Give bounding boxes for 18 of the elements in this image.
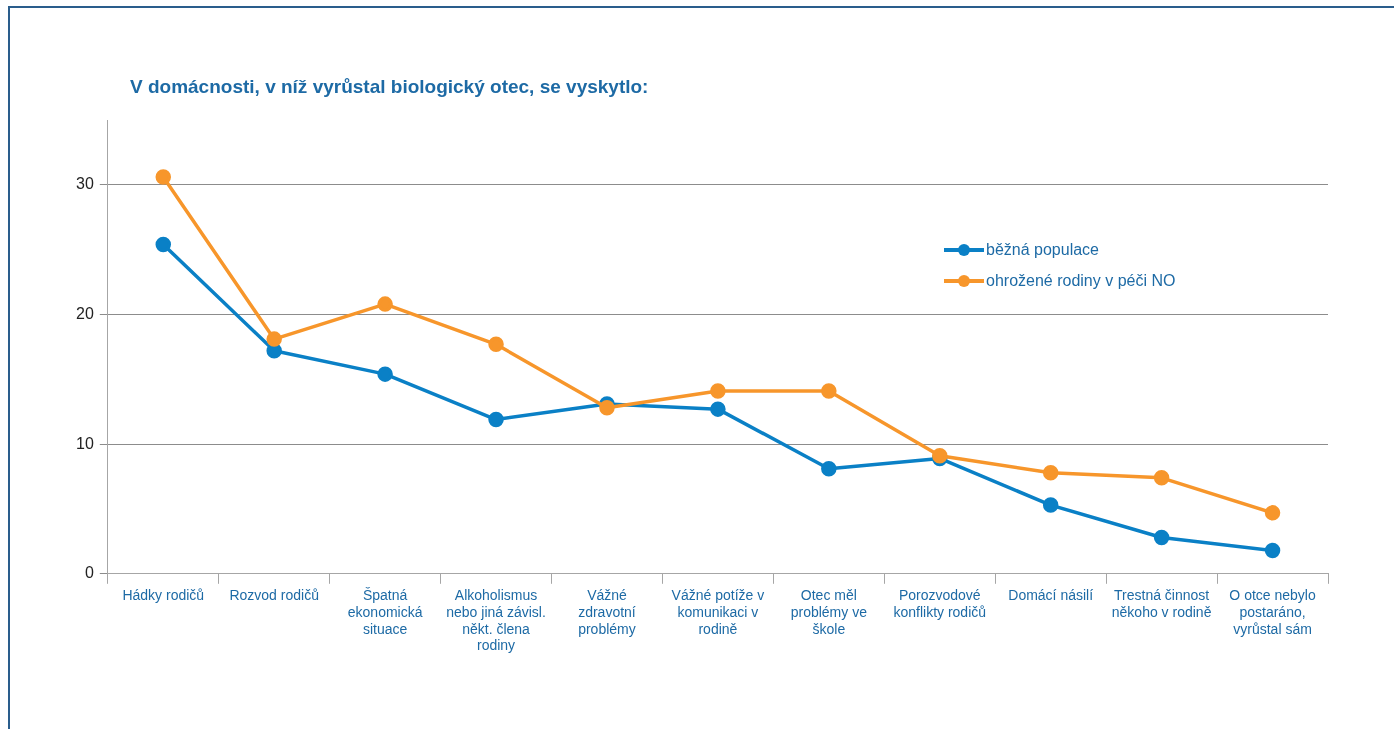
x-tick-label: Alkoholismus nebo jiná závisl. někt. člena rodiny (446, 587, 546, 654)
x-tick-label: O otce nebylo postaráno, vyrůstal sám (1229, 587, 1316, 637)
x-tick-label: Rozvod rodičů (229, 587, 319, 604)
x-tick-label: Vážné zdravotní problémy (578, 587, 636, 637)
x-tick-label: Porozvodové konflikty rodičů (893, 587, 987, 620)
x-tick-label: Špatná ekonomická situace (347, 587, 423, 637)
y-tick-label: 10 (76, 434, 94, 452)
x-tick-label: Domácí násilí (1008, 587, 1094, 604)
x-tick-label: Trestná činnost někoho v rodině (1111, 587, 1212, 620)
chart-title: V domácnosti, v níž vyrůstal biologický otec, se vyskytlo: (130, 76, 649, 98)
y-tick-label: 0 (84, 564, 94, 582)
y-tick-label: 30 (76, 175, 94, 193)
x-tick-label: Hádky rodičů (122, 587, 205, 604)
x-tick-label: Otec měl problémy ve škole (790, 587, 868, 637)
legend-label: běžná populace (986, 240, 1099, 259)
x-tick-label: Vážné potíže v komunikaci v rodině (671, 587, 765, 637)
y-tick-label: 20 (76, 304, 94, 322)
legend-label: ohrožené rodiny v péči NO (986, 271, 1176, 290)
